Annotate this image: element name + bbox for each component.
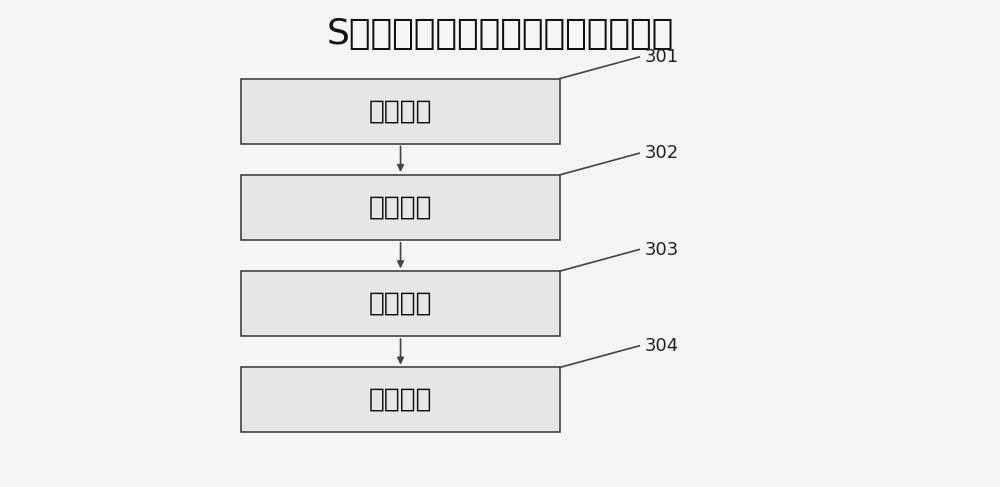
Bar [241, 78, 560, 144]
Text: 控制单元: 控制单元 [369, 387, 432, 413]
Bar [241, 175, 560, 240]
Text: 301: 301 [644, 48, 678, 66]
Text: 求解单元: 求解单元 [369, 291, 432, 317]
Text: 获取单元: 获取单元 [369, 98, 432, 124]
Bar [241, 368, 560, 432]
Text: S型速度规划的目标速度的确定装置: S型速度规划的目标速度的确定装置 [326, 17, 674, 51]
Text: 304: 304 [644, 337, 678, 355]
Bar [241, 271, 560, 336]
Text: 302: 302 [644, 144, 678, 162]
Text: 303: 303 [644, 241, 678, 259]
Text: 确定单元: 确定单元 [369, 194, 432, 221]
